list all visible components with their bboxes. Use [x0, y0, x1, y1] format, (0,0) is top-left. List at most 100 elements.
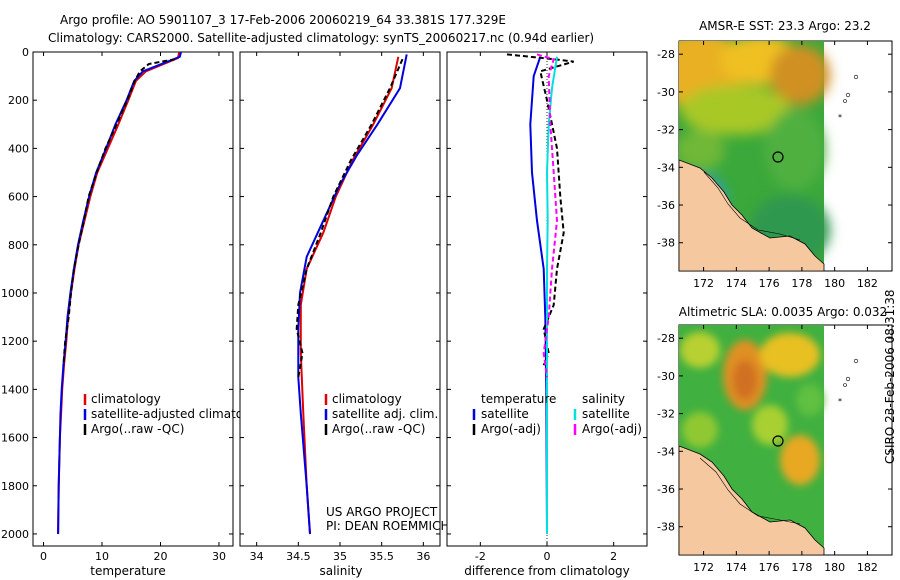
x-tick-label: 36 — [416, 550, 430, 563]
map-y-tick-label: -38 — [657, 521, 675, 534]
map-x-tick-label: 174 — [726, 561, 747, 574]
map-y-tick-label: -34 — [657, 445, 675, 458]
map-x-tick-label: 172 — [693, 277, 714, 290]
y-tick-label: 600 — [8, 191, 29, 204]
map-x-tick-label: 182 — [857, 561, 878, 574]
kermadec-island: * — [838, 397, 842, 406]
x-tick-label: 0 — [40, 550, 47, 563]
x-tick-label: 10 — [95, 550, 109, 563]
y-tick-label: 1400 — [1, 383, 29, 396]
y-tick-label: 1200 — [1, 335, 29, 348]
legend-label: satellite — [481, 407, 529, 421]
sla-coast-contour — [699, 457, 801, 525]
island-dot — [853, 358, 859, 364]
figure-title: Argo profile: AO 5901107_3 17-Feb-2006 2… — [60, 13, 506, 27]
legend-label: satellite adj. clim. — [332, 407, 438, 421]
series-temperature-satellite — [529, 56, 548, 535]
difference-panel: -2 0 2 difference from climatology tempera… — [446, 51, 648, 578]
sst-coast-contour — [703, 171, 801, 241]
sst-land-northland — [679, 159, 825, 271]
map-y-tick-label: -30 — [657, 370, 675, 383]
y-tick-label: 1000 — [1, 287, 29, 300]
legend-label: satellite — [582, 407, 630, 421]
difference-legend: temperature salinitysatelliteArgo(-adj)sa… — [472, 392, 642, 436]
map-y-tick-label: -32 — [657, 408, 675, 421]
salinity-xlabel: salinity — [319, 564, 362, 578]
sst-map-title: AMSR-E SST: 23.3 Argo: 23.2 — [699, 19, 871, 33]
map-x-tick-label: 178 — [791, 561, 812, 574]
x-tick-label: 0 — [544, 550, 551, 563]
x-tick-label: 35.5 — [369, 550, 394, 563]
x-tick-label: 30 — [212, 550, 226, 563]
island-dot — [845, 92, 851, 98]
map-x-tick-label: 176 — [759, 277, 780, 290]
y-tick-label: 1800 — [1, 480, 29, 493]
map-x-tick-label: 178 — [791, 277, 812, 290]
series-temperature-argo-adj- — [506, 53, 574, 366]
temperature-xlabel: temperature — [90, 564, 165, 578]
map-x-tick-label: 174 — [726, 277, 747, 290]
sst-map-panel: AMSR-E SST: 23.3 Argo: 23.2 * — [657, 19, 893, 290]
y-tick-label: 200 — [8, 94, 29, 107]
x-tick-label: -2 — [475, 550, 486, 563]
temperature-panel: 0 10 20 30 0 200 400 600 800 1000 1200 1400 1600 1800… — [1, 46, 269, 578]
map-y-tick-label: -36 — [657, 199, 675, 212]
legend-label: Argo(..raw -QC) — [332, 422, 425, 436]
sla-map-title: Altimetric SLA: 0.0035 Argo: 0.032 — [679, 305, 887, 319]
legend-header-temperature: temperature — [481, 392, 556, 406]
island-dot — [843, 383, 847, 387]
series-salinity-argo-adj- — [536, 53, 559, 378]
legend-label: Argo(..raw -QC) — [91, 422, 184, 436]
figure-subtitle: Climatology: CARS2000. Satellite-adjuste… — [48, 31, 594, 45]
map-y-tick-label: -32 — [657, 124, 675, 137]
series-argo-raw-qc- — [295, 58, 404, 378]
map-y-tick-label: -34 — [657, 161, 675, 174]
kermadec-island: * — [838, 113, 842, 122]
sla-float-marker — [772, 435, 784, 447]
map-y-tick-label: -30 — [657, 86, 675, 99]
series-satellite-adj-clim- — [297, 54, 408, 535]
y-tick-label: 800 — [8, 239, 29, 252]
map-x-tick-label: 180 — [824, 277, 845, 290]
salinity-axes-frame — [239, 51, 441, 547]
island-dot — [845, 376, 851, 382]
salinity-panel: 34 34.5 35 35.5 36 salinity climatologysatel… — [239, 51, 449, 578]
x-tick-label: 34 — [250, 550, 264, 563]
y-tick-label: 0 — [22, 46, 29, 59]
sst-float-marker — [772, 151, 784, 163]
map-x-tick-label: 172 — [693, 561, 714, 574]
credit-project: US ARGO PROJECT — [326, 505, 438, 519]
temperature-axes-frame — [32, 51, 234, 547]
x-tick-label: 2 — [610, 550, 617, 563]
legend-label: satellite-adjusted climatology — [91, 407, 269, 421]
island-dot — [843, 99, 847, 103]
x-tick-label: 20 — [153, 550, 167, 563]
legend-label: Argo(-adj) — [582, 422, 642, 436]
side-timestamp: CSIRO 23-Feb-2006 08:31:38 — [883, 289, 897, 464]
map-y-tick-label: -28 — [657, 48, 675, 61]
legend-label: climatology — [332, 392, 402, 406]
y-tick-label: 400 — [8, 142, 29, 155]
x-tick-label: 34.5 — [286, 550, 311, 563]
sla-map-panel: Altimetric SLA: 0.0035 Argo: 0.032 * — [657, 305, 893, 574]
series-argo-raw-qc- — [62, 58, 176, 366]
island-dot — [853, 74, 859, 80]
legend-header-salinity: salinity — [582, 392, 625, 406]
y-tick-label: 2000 — [1, 528, 29, 541]
map-y-tick-label: -36 — [657, 483, 675, 496]
x-tick-label: 35 — [333, 550, 347, 563]
map-y-tick-label: -38 — [657, 237, 675, 250]
map-x-tick-label: 182 — [857, 277, 878, 290]
difference-xlabel: difference from climatology — [464, 564, 630, 578]
credit-pi: PI: DEAN ROEMMICH — [326, 519, 449, 533]
map-x-tick-label: 176 — [759, 561, 780, 574]
sla-land-northland — [679, 445, 825, 555]
series-climatology — [299, 56, 400, 535]
legend-label: Argo(-adj) — [481, 422, 541, 436]
legend-label: climatology — [91, 392, 161, 406]
y-tick-label: 1600 — [1, 432, 29, 445]
map-y-tick-label: -28 — [657, 332, 675, 345]
